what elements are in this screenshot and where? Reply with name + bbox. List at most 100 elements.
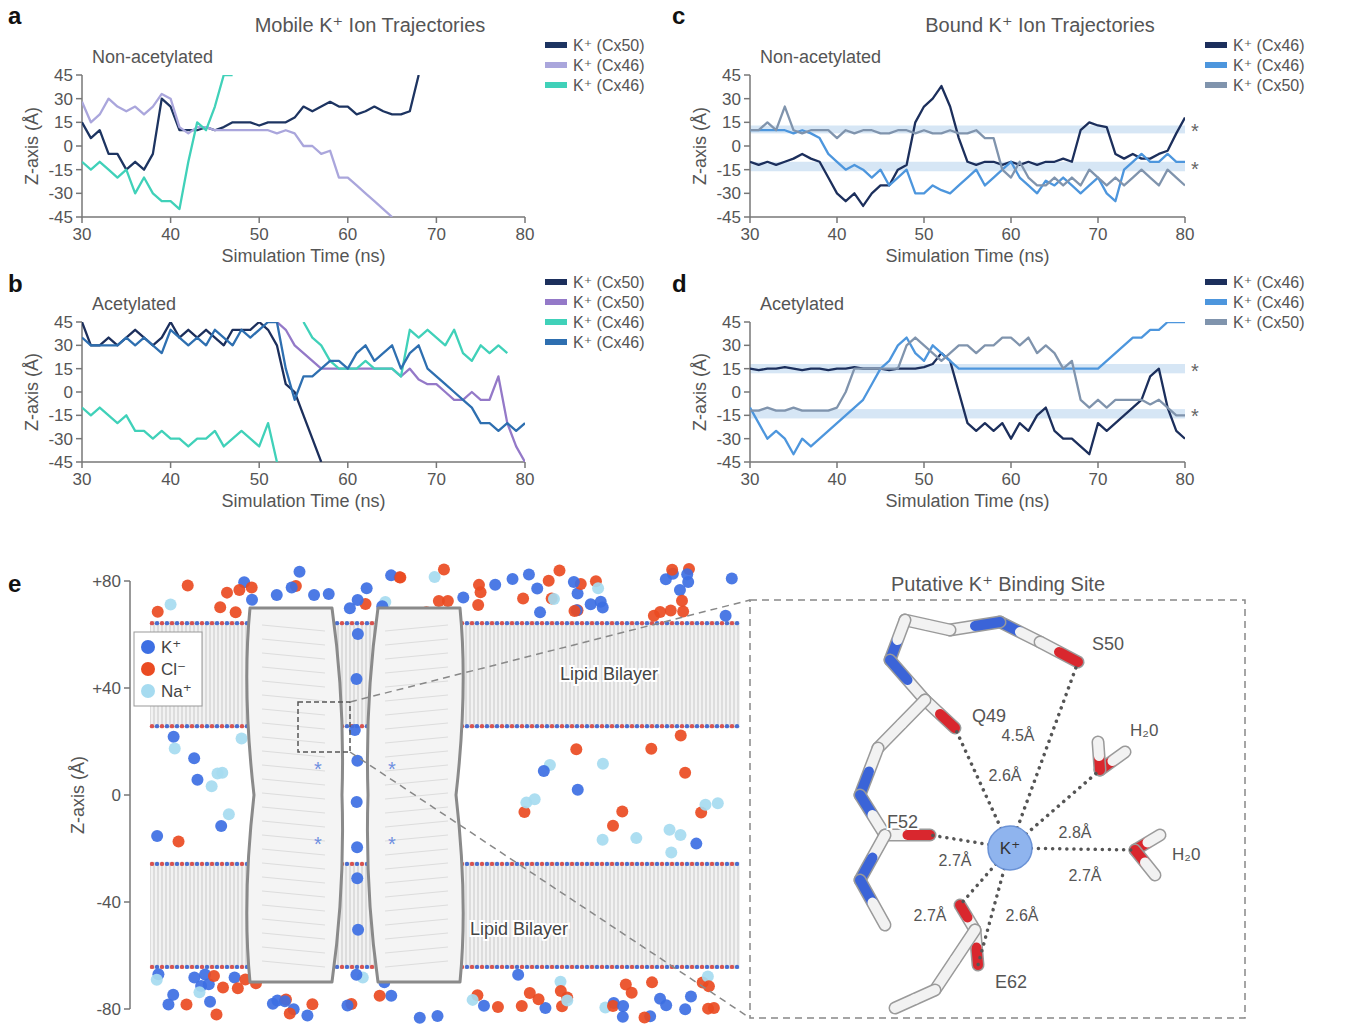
headgroup	[200, 621, 204, 625]
helix-hint	[385, 625, 448, 631]
ion	[645, 743, 657, 755]
headgroup	[560, 862, 564, 866]
helix-hint	[385, 863, 448, 869]
y-tick-label: -45	[716, 453, 741, 472]
bond	[890, 660, 908, 680]
headgroup	[535, 862, 539, 866]
x-axis-line	[750, 461, 1185, 463]
legend-label: K⁺ (Cx50)	[573, 294, 645, 311]
headgroup	[660, 862, 664, 866]
headgroup	[640, 724, 644, 728]
helix-hint	[262, 821, 325, 827]
region-label: Lipid Bilayer	[470, 919, 568, 939]
headgroup	[185, 621, 189, 625]
x-tick-label: 40	[161, 470, 180, 489]
headgroup	[630, 862, 634, 866]
x-tick	[347, 217, 349, 223]
ion	[517, 592, 529, 604]
k-ion	[988, 826, 1032, 870]
y-tick	[744, 345, 750, 347]
headgroup	[670, 724, 674, 728]
ion	[570, 743, 582, 755]
helix-hint	[385, 877, 448, 883]
y-tick	[76, 169, 82, 171]
legend-swatch	[1205, 299, 1227, 305]
helix-hint	[385, 681, 448, 687]
y-tick	[76, 461, 82, 463]
headgroup	[195, 862, 199, 866]
legend-label: K⁺ (Cx46)	[1233, 37, 1305, 54]
headgroup	[690, 621, 694, 625]
headgroup	[665, 965, 669, 969]
headgroup	[225, 862, 229, 866]
y-tick	[744, 122, 750, 124]
inset-box	[750, 600, 1245, 1018]
title: Mobile K⁺ Ion Trajectories	[255, 14, 486, 36]
helix-hint	[385, 919, 448, 925]
headgroup	[660, 621, 664, 625]
headgroup	[205, 862, 209, 866]
headgroup	[710, 724, 714, 728]
headgroup	[350, 862, 354, 866]
headgroup	[570, 724, 574, 728]
ion	[352, 628, 364, 640]
x-tick-label: 30	[741, 225, 760, 244]
ion	[516, 1000, 528, 1012]
ion	[472, 599, 484, 611]
legend-label: K⁺ (Cx46)	[573, 334, 645, 351]
headgroup	[685, 862, 689, 866]
subtitle: Acetylated	[760, 294, 844, 314]
headgroup	[550, 862, 554, 866]
distance-label: 2.7Å	[939, 851, 972, 869]
headgroup	[615, 862, 619, 866]
headgroup	[165, 862, 169, 866]
trajectory-line	[82, 322, 507, 462]
y-tick	[744, 368, 750, 370]
legend-label: K⁺ (Cx50)	[1233, 77, 1305, 94]
legend-label: K⁺ (Cx46)	[573, 314, 645, 331]
headgroup	[600, 862, 604, 866]
z-tick	[124, 794, 130, 796]
x-tick-label: 60	[1002, 225, 1021, 244]
headgroup	[480, 965, 484, 969]
legend-label: K⁺	[161, 638, 181, 657]
headgroup	[500, 724, 504, 728]
bond	[977, 948, 979, 966]
headgroup	[365, 621, 369, 625]
legend-swatch	[1205, 319, 1227, 325]
ion	[351, 755, 363, 767]
ion	[478, 1000, 490, 1012]
headgroup	[500, 965, 504, 969]
headgroup	[235, 965, 239, 969]
headgroup	[345, 621, 349, 625]
helix-hint	[385, 947, 448, 953]
x-tick-label: 50	[915, 470, 934, 489]
headgroup	[635, 862, 639, 866]
ion	[306, 998, 318, 1010]
ion	[246, 581, 258, 593]
ion	[538, 765, 550, 777]
bond-outline	[1098, 742, 1100, 770]
headgroup	[575, 965, 579, 969]
headgroup	[515, 965, 519, 969]
x-tick	[170, 462, 172, 468]
ion	[592, 582, 604, 594]
y-tick	[744, 193, 750, 195]
headgroup	[170, 621, 174, 625]
helix-hint	[385, 961, 448, 967]
headgroup	[615, 724, 619, 728]
ion	[597, 758, 609, 770]
headgroup	[545, 862, 549, 866]
headgroup	[735, 724, 739, 728]
y-tick	[744, 145, 750, 147]
water-label: H₂0	[1130, 721, 1158, 740]
z-tick-label: -80	[96, 1000, 121, 1019]
ion	[374, 990, 386, 1002]
bond-outline	[1000, 622, 1040, 642]
headgroup	[605, 621, 609, 625]
bond	[873, 903, 886, 926]
ion	[523, 568, 535, 580]
y-tick-label: 45	[722, 66, 741, 85]
headgroup	[600, 621, 604, 625]
headgroup	[580, 724, 584, 728]
